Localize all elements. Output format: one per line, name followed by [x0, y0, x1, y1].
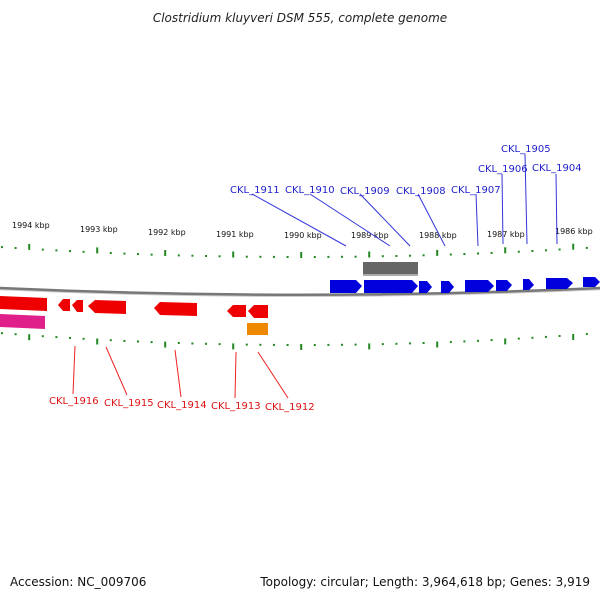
reverse-gene-labels [72, 345, 289, 399]
leader-line [105, 346, 128, 396]
grey-feature-shadow [363, 274, 418, 276]
tick-label: 1987 kbp [487, 230, 525, 239]
gene-label[interactable]: CKL_1908 [396, 186, 446, 197]
gene-reverse[interactable] [154, 302, 197, 316]
leader-line [309, 193, 391, 247]
forward-strand [330, 277, 600, 293]
gene-label[interactable]: CKL_1904 [532, 163, 582, 174]
tick-label: 1989 kbp [351, 231, 389, 240]
gene-reverse[interactable] [72, 300, 83, 312]
gene-label[interactable]: CKL_1912 [265, 402, 315, 413]
gene-forward[interactable] [583, 277, 600, 287]
gene-forward[interactable] [496, 280, 512, 291]
leader-line [555, 173, 558, 245]
genome-summary-text: Topology: circular; Length: 3,964,618 bp… [259, 575, 590, 589]
map-title: Clostridium kluyveri DSM 555, complete g… [153, 11, 447, 25]
leader-line [234, 351, 237, 399]
gene-label[interactable]: CKL_1916 [49, 396, 99, 407]
gene-label[interactable]: CKL_1905 [501, 144, 551, 155]
gene-forward[interactable] [419, 281, 432, 293]
tick-label: 1993 kbp [80, 225, 118, 234]
leader-line [475, 193, 479, 247]
gene-reverse[interactable] [248, 305, 268, 318]
leader-line [417, 193, 446, 247]
gene-forward[interactable] [546, 278, 573, 289]
gene-label[interactable]: CKL_1915 [104, 398, 154, 409]
gene-reverse[interactable] [88, 300, 126, 314]
grey-feature[interactable] [363, 262, 418, 274]
forward-gene-labels [251, 153, 558, 247]
genome-backbone-highlight [0, 289, 600, 297]
tick-label: 1992 kbp [148, 228, 186, 237]
gene-forward[interactable] [330, 280, 362, 293]
magenta-feature[interactable] [0, 314, 45, 329]
gene-reverse[interactable] [0, 296, 47, 311]
gene-forward[interactable] [364, 280, 418, 293]
forward-gene-label-text: CKL_1911 CKL_1910 CKL_1909 CKL_1908 CKL_… [230, 144, 582, 197]
tick-label: 1986 kbp [555, 227, 593, 236]
gene-forward[interactable] [465, 280, 494, 292]
gene-label[interactable]: CKL_1907 [451, 185, 501, 196]
tick-label: 1994 kbp [12, 221, 50, 230]
gene-forward[interactable] [441, 281, 454, 293]
upper-tick-track [1, 243, 588, 258]
gene-reverse[interactable] [58, 299, 70, 311]
leader-line [174, 349, 182, 398]
gene-label[interactable]: CKL_1913 [211, 401, 261, 412]
gene-label[interactable]: CKL_1906 [478, 164, 528, 175]
lower-tick-track [1, 332, 588, 350]
gene-forward[interactable] [523, 279, 534, 290]
accession-text: Accession: NC_009706 [10, 575, 146, 589]
leader-line [257, 351, 289, 399]
tick-labels: 1994 kbp 1993 kbp 1992 kbp 1991 kbp 1990… [12, 221, 593, 240]
tick-label: 1990 kbp [284, 231, 322, 240]
leader-line [72, 345, 76, 395]
gene-label[interactable]: CKL_1909 [340, 186, 390, 197]
gene-label[interactable]: CKL_1914 [157, 400, 207, 411]
gene-reverse[interactable] [227, 305, 246, 317]
leader-line [501, 173, 504, 245]
reverse-strand [0, 296, 268, 318]
gene-label[interactable]: CKL_1911 [230, 185, 280, 196]
genome-backbone [0, 286, 600, 297]
gene-label[interactable]: CKL_1910 [285, 185, 335, 196]
leader-line [359, 193, 411, 247]
tick-label: 1991 kbp [216, 230, 254, 239]
tick-label: 1988 kbp [419, 231, 457, 240]
orange-feature[interactable] [247, 323, 268, 335]
leader-line [251, 193, 347, 247]
reverse-gene-label-text: CKL_1916 CKL_1915 CKL_1914 CKL_1913 CKL_… [49, 396, 315, 413]
leader-line [524, 153, 528, 245]
